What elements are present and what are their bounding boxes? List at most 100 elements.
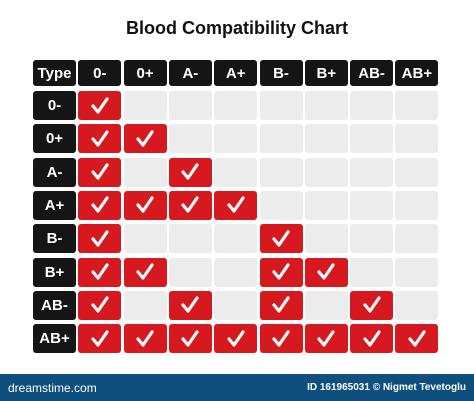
check-icon	[91, 329, 109, 347]
empty-cell	[123, 290, 167, 320]
brand: dreamstime.com	[8, 381, 97, 395]
check-icon	[317, 329, 335, 347]
empty-cell	[214, 290, 258, 320]
empty-cell	[259, 91, 303, 120]
empty-cell	[214, 157, 258, 187]
empty-cell	[304, 91, 348, 120]
row-label: AB-	[33, 290, 76, 320]
header-cell: Type	[33, 60, 76, 86]
check-icon	[181, 329, 199, 347]
check-icon	[91, 263, 109, 280]
check-icon	[136, 130, 154, 147]
header-cell: A+	[214, 60, 258, 86]
row-label: B+	[33, 257, 76, 287]
check-icon	[272, 296, 290, 313]
check-icon	[272, 230, 290, 247]
empty-cell	[168, 257, 212, 287]
title: Blood Compatibility Chart	[126, 18, 348, 38]
empty-cell	[214, 124, 258, 154]
check-icon	[136, 196, 154, 213]
empty-cell	[304, 290, 348, 320]
empty-cell	[395, 257, 439, 287]
row-label: 0-	[33, 91, 76, 120]
compatible-cell	[214, 324, 258, 354]
check-icon	[91, 296, 109, 313]
check-icon	[362, 329, 381, 347]
empty-cell	[214, 224, 258, 254]
check-icon	[181, 296, 199, 313]
row-label: B-	[33, 224, 76, 254]
compatible-cell	[350, 290, 394, 320]
empty-cell	[350, 257, 394, 287]
empty-cell	[350, 124, 394, 154]
empty-cell	[259, 157, 303, 187]
header-cell: AB+	[395, 60, 439, 86]
check-icon	[227, 196, 245, 213]
compatible-cell	[304, 257, 348, 287]
check-icon	[181, 163, 199, 180]
empty-cell	[395, 190, 439, 220]
compatible-cell	[78, 190, 122, 220]
header-cell: 0-	[78, 60, 122, 86]
compatible-cell	[259, 257, 303, 287]
check-icon	[136, 263, 154, 280]
compatible-cell	[168, 157, 212, 187]
compatible-cell	[78, 124, 122, 154]
empty-cell	[123, 224, 167, 254]
compatible-cell	[78, 324, 122, 354]
header-cell: 0+	[123, 60, 167, 86]
check-icon	[91, 196, 109, 213]
compatible-cell	[78, 257, 122, 287]
compatible-cell	[350, 324, 394, 354]
empty-cell	[395, 290, 439, 320]
check-icon	[272, 329, 290, 347]
empty-cell	[214, 257, 258, 287]
check-icon	[136, 329, 154, 347]
empty-cell	[123, 91, 167, 120]
compatible-cell	[168, 324, 212, 354]
empty-cell	[168, 91, 212, 120]
compatible-cell	[78, 157, 122, 187]
header-cell: A-	[168, 60, 212, 86]
footer-bar: dreamstime.com ID 161965031 © Nigmet Tev…	[0, 374, 474, 401]
compatible-cell	[259, 224, 303, 254]
header-cell: B+	[304, 60, 348, 86]
compatible-cell	[123, 124, 167, 154]
empty-cell	[350, 190, 394, 220]
row-label: AB+	[33, 324, 76, 354]
check-icon	[91, 130, 109, 147]
empty-cell	[350, 157, 394, 187]
check-icon	[91, 96, 109, 114]
check-icon	[272, 263, 290, 280]
compatible-cell	[168, 190, 212, 220]
compatible-cell	[78, 224, 122, 254]
compatible-cell	[168, 290, 212, 320]
check-icon	[91, 230, 109, 247]
row-label: A-	[33, 157, 76, 187]
check-icon	[181, 196, 199, 213]
compatible-cell	[395, 324, 439, 354]
row-label: 0+	[33, 124, 76, 154]
empty-cell	[395, 91, 439, 120]
row-label: A+	[33, 190, 76, 220]
empty-cell	[168, 224, 212, 254]
empty-cell	[304, 124, 348, 154]
empty-cell	[123, 157, 167, 187]
compatible-cell	[123, 190, 167, 220]
empty-cell	[395, 224, 439, 254]
header-cell: AB-	[350, 60, 394, 86]
header-cell: B-	[259, 60, 303, 86]
compatible-cell	[214, 190, 258, 220]
empty-cell	[350, 224, 394, 254]
compatible-cell	[304, 324, 348, 354]
empty-cell	[395, 124, 439, 154]
check-icon	[317, 263, 335, 280]
check-icon	[362, 296, 381, 313]
check-icon	[408, 329, 426, 347]
empty-cell	[259, 190, 303, 220]
empty-cell	[395, 157, 439, 187]
credit: ID 161965031 © Nigmet Tevetoglu	[307, 382, 466, 393]
empty-cell	[304, 190, 348, 220]
compatible-cell	[78, 290, 122, 320]
